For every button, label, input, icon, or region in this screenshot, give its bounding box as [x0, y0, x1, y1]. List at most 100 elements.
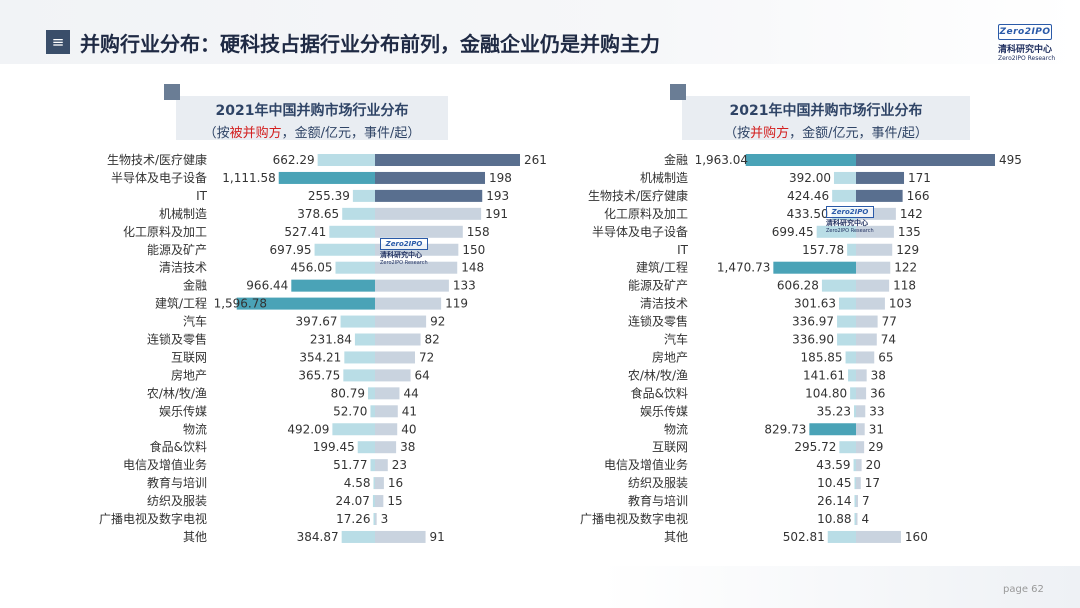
left-count-bar	[375, 333, 421, 346]
left-count-label: 261	[524, 153, 547, 167]
right-count-bar	[856, 477, 861, 490]
right-amount-bar	[854, 495, 856, 508]
left-category-label: 清洁技术	[159, 261, 207, 275]
left-category-label: 娱乐传媒	[159, 403, 207, 418]
left-count-label: 15	[387, 494, 402, 508]
right-amount-label: 502.81	[783, 530, 825, 544]
left-count-label: 40	[401, 422, 416, 436]
left-amount-bar	[329, 225, 375, 238]
right-category-label: 纺织及服装	[628, 476, 688, 490]
title-square-icon	[670, 84, 686, 100]
right-count-bar	[856, 369, 867, 382]
left-amount-bar	[291, 279, 375, 292]
right-chart-title-line2: （按并购方，金额/亿元，事件/起）	[724, 126, 928, 141]
right-count-bar	[856, 459, 862, 472]
right-count-bar	[856, 441, 865, 454]
right-count-label: 36	[870, 386, 885, 400]
right-amount-label: 424.46	[787, 189, 829, 203]
left-count-label: 191	[485, 207, 508, 221]
right-amount-label: 10.45	[817, 476, 851, 490]
right-count-bar	[856, 387, 867, 400]
left-category-label: 物流	[183, 422, 207, 436]
left-count-label: 133	[453, 279, 476, 293]
right-count-label: 122	[894, 261, 917, 275]
left-count-bar	[375, 189, 483, 202]
left-count-bar	[375, 225, 463, 238]
right-chart-title-line1: 2021年中国并购市场行业分布	[729, 103, 923, 119]
left-category-label: 生物技术/医疗健康	[107, 152, 207, 167]
right-category-label: 机械制造	[640, 170, 688, 185]
left-amount-label: 966.44	[246, 279, 288, 293]
right-amount-label: 336.90	[792, 333, 834, 347]
right-amount-bar	[854, 477, 856, 490]
left-category-label: 纺织及服装	[147, 494, 207, 508]
left-amount-label: 354.21	[299, 350, 341, 364]
right-count-bar	[856, 315, 878, 328]
left-category-label: 农/林/牧/渔	[147, 386, 207, 400]
right-count-bar	[856, 154, 995, 166]
logo-cn-text: 清科研究中心	[998, 45, 1053, 55]
left-category-label: 建筑/工程	[155, 296, 207, 311]
left-amount-bar	[335, 261, 375, 274]
left-amount-bar	[344, 351, 375, 364]
right-category-label: 金融	[664, 152, 688, 167]
right-amount-bar	[816, 225, 856, 238]
right-amount-label: 1,470.73	[717, 261, 770, 275]
right-amount-label: 1,963.04	[695, 153, 748, 167]
right-count-bar	[856, 530, 901, 543]
left-amount-label: 51.77	[333, 458, 367, 472]
left-category-label: 教育与培训	[147, 475, 207, 490]
right-amount-bar	[745, 154, 856, 166]
right-amount-label: 26.14	[817, 494, 851, 508]
left-amount-bar	[368, 387, 375, 400]
right-count-bar	[856, 261, 891, 274]
right-category-label: 其他	[664, 530, 688, 544]
left-amount-label: 255.39	[308, 189, 350, 203]
left-count-bar	[375, 154, 521, 166]
right-count-bar	[856, 189, 903, 202]
right-count-label: 171	[908, 171, 931, 185]
right-amount-bar	[809, 423, 856, 436]
left-count-bar	[375, 513, 377, 525]
page-title: 并购行业分布：硬科技占据行业分布前列，金融企业仍是并购主力	[80, 32, 660, 56]
left-amount-bar	[340, 315, 375, 328]
right-count-bar	[856, 495, 858, 508]
right-amount-label: 301.63	[794, 297, 836, 311]
right-category-label: 食品&饮料	[631, 385, 688, 400]
left-chart-title-line1: 2021年中国并购市场行业分布	[215, 103, 409, 119]
zero2ipo-logo: Zero2IPO 清科研究中心 Zero2IPO Research	[998, 24, 1060, 62]
left-count-label: 158	[467, 225, 490, 239]
right-category-label: 农/林/牧/渔	[628, 368, 688, 382]
right-count-label: 65	[878, 350, 893, 364]
left-count-bar	[375, 315, 427, 328]
left-amount-bar	[373, 477, 375, 490]
menu-icon[interactable]: ≡	[46, 30, 70, 54]
right-amount-label: 392.00	[789, 171, 831, 185]
left-amount-bar	[314, 243, 375, 256]
right-count-label: 166	[907, 189, 930, 203]
left-category-label: 房地产	[171, 367, 207, 382]
left-count-bar	[375, 171, 486, 184]
left-amount-label: 378.65	[297, 207, 339, 221]
right-amount-label: 10.88	[817, 512, 851, 526]
left-count-label: 72	[419, 350, 434, 364]
left-count-bar	[375, 387, 400, 400]
right-amount-bar	[833, 171, 856, 184]
left-amount-bar	[370, 459, 375, 472]
right-amount-bar	[853, 459, 856, 472]
right-category-label: 化工原料及加工	[604, 207, 688, 221]
right-count-bar	[856, 513, 858, 525]
right-amount-label: 104.80	[805, 386, 847, 400]
right-amount-bar	[847, 243, 856, 256]
left-amount-label: 365.75	[298, 368, 340, 382]
left-amount-label: 1,111.58	[222, 171, 275, 185]
title-square-icon	[164, 84, 180, 100]
left-amount-label: 697.95	[270, 243, 312, 257]
left-count-label: 150	[462, 243, 485, 257]
right-count-label: 118	[893, 279, 916, 293]
logo-en-text: Zero2IPO Research	[998, 55, 1056, 62]
left-category-label: 广播电视及数字电视	[99, 511, 207, 526]
right-count-label: 495	[999, 153, 1022, 167]
right-count-bar	[856, 171, 905, 184]
left-count-label: 16	[388, 476, 403, 490]
